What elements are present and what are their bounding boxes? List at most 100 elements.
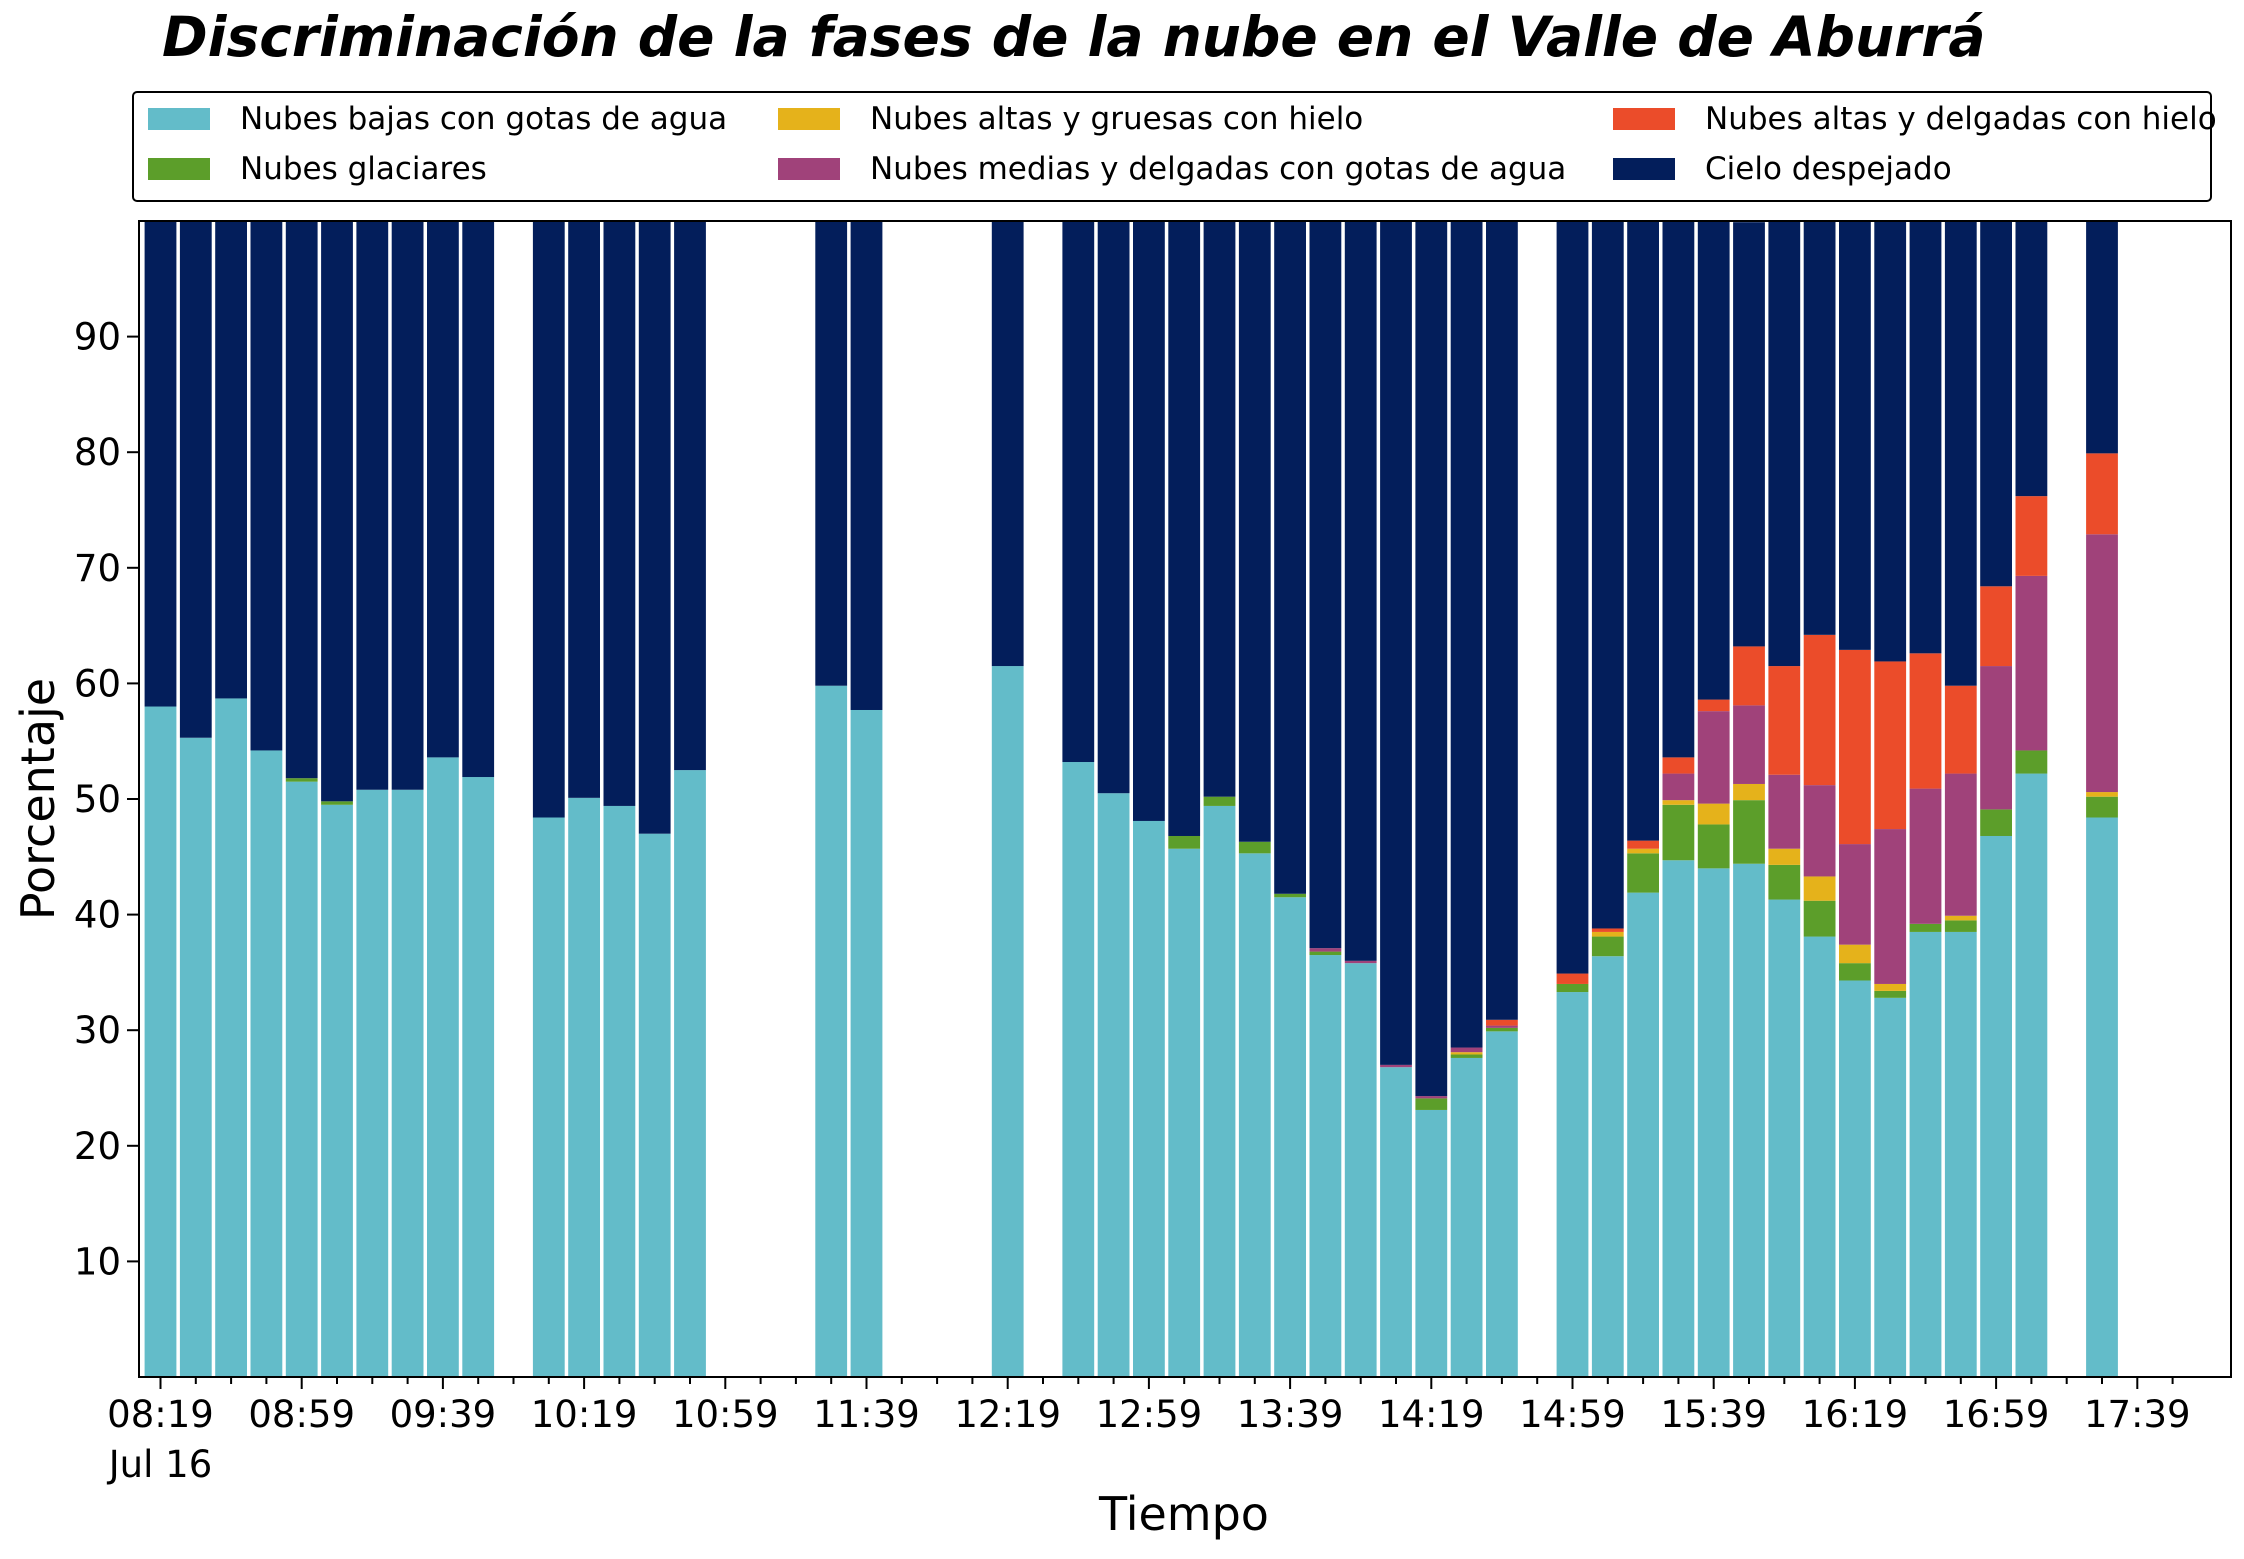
- bar-segment-15:59-series-1: [1768, 864, 1801, 900]
- bar-segment-17:09-series-4: [2015, 496, 2048, 576]
- bar-segment-14:29-series-1: [1450, 1054, 1483, 1058]
- x-tick-label: 17:39: [2084, 1393, 2191, 1436]
- bar-segment-14:39-series-5: [1486, 221, 1518, 1020]
- bar-segment-17:09-series-5: [2015, 221, 2048, 497]
- y-tick-label: 40: [74, 894, 121, 937]
- bar-segment-10:39-series-0: [638, 833, 671, 1377]
- bar-segment-14:59-series-4: [1556, 973, 1589, 984]
- bar-segment-16:49-series-1: [1944, 920, 1977, 932]
- bar-segment-08:29-series-5: [179, 221, 212, 738]
- bar-segment-09:29-series-0: [391, 789, 424, 1377]
- bar-segment-17:29-series-5: [2086, 221, 2118, 454]
- bar-segment-13:19-series-1: [1203, 796, 1236, 806]
- bar-segment-15:09-series-1: [1591, 936, 1624, 957]
- bar-segment-16:29-series-0: [1874, 997, 1907, 1377]
- y-tick-label: 60: [74, 662, 121, 705]
- bar-segment-16:19-series-5: [1839, 221, 1871, 650]
- legend-swatch: [778, 108, 840, 130]
- bar-segment-09:39-series-0: [427, 757, 459, 1377]
- bar-segment-09:19-series-0: [356, 789, 389, 1377]
- legend-label: Cielo despejado: [1705, 151, 1952, 187]
- bar-segment-15:29-series-1: [1662, 804, 1695, 861]
- bar-segment-15:19-series-4: [1627, 840, 1659, 849]
- bar-segment-13:49-series-3: [1309, 948, 1342, 952]
- bar-segment-15:59-series-3: [1768, 774, 1801, 849]
- bar-segment-14:09-series-5: [1380, 221, 1412, 1065]
- x-date-label: Jul 16: [107, 1443, 212, 1486]
- bar-segment-16:29-series-3: [1874, 829, 1907, 984]
- bar-segment-13:09-series-5: [1168, 221, 1201, 836]
- bar-segment-14:39-series-0: [1486, 1031, 1518, 1377]
- y-tick-label: 80: [74, 431, 121, 474]
- bar-segment-13:59-series-0: [1344, 963, 1377, 1377]
- bar-segment-08:59-series-1: [285, 778, 318, 782]
- bar-segment-14:29-series-5: [1450, 221, 1483, 1048]
- x-tick-label: 12:59: [1096, 1393, 1203, 1436]
- bar-segment-16:49-series-3: [1944, 773, 1977, 916]
- bar-segment-15:29-series-2: [1662, 800, 1695, 805]
- bar-segment-11:39-series-5: [850, 221, 883, 710]
- bar-segment-16:19-series-3: [1839, 844, 1871, 945]
- bar-segment-16:09-series-3: [1803, 785, 1836, 877]
- bar-segment-16:39-series-3: [1909, 788, 1942, 924]
- x-tick-label: 10:59: [672, 1393, 779, 1436]
- bar-segment-16:49-series-5: [1944, 221, 1977, 686]
- x-axis-label: Tiempo: [1098, 1487, 1269, 1541]
- bar-segment-14:09-series-3: [1380, 1064, 1412, 1068]
- bar-segment-13:59-series-3: [1344, 960, 1377, 964]
- bar-segment-16:59-series-1: [1980, 809, 2012, 836]
- legend: Nubes bajas con gotas de agua Nubes glaci…: [132, 91, 2217, 202]
- bar-segment-17:29-series-4: [2086, 453, 2118, 535]
- bar-segment-10:09-series-5: [532, 221, 565, 818]
- bar-segment-09:09-series-5: [321, 221, 353, 802]
- bar-segment-08:59-series-0: [285, 781, 318, 1377]
- bar-segment-16:39-series-1: [1909, 923, 1942, 932]
- legend-label: Nubes glaciares: [240, 151, 487, 187]
- y-tick-label: 50: [74, 778, 121, 821]
- bar-segment-15:59-series-5: [1768, 221, 1801, 667]
- y-tick-label: 30: [74, 1009, 121, 1052]
- bar-segment-13:29-series-1: [1238, 841, 1271, 854]
- bar-segment-15:49-series-1: [1733, 800, 1765, 864]
- bar-segment-10:29-series-0: [603, 805, 636, 1377]
- bar-segment-15:39-series-4: [1697, 699, 1730, 712]
- bar-segment-14:19-series-3: [1415, 1096, 1448, 1099]
- bar-segment-13:19-series-5: [1203, 221, 1236, 797]
- bar-segment-08:59-series-5: [285, 221, 318, 779]
- bar-segment-13:39-series-0: [1274, 897, 1306, 1377]
- bar-segment-13:09-series-0: [1168, 848, 1201, 1377]
- y-axis: 10 20 30 40 50 60 70 80 90: [74, 316, 139, 1283]
- bar-segment-12:59-series-5: [1133, 221, 1165, 821]
- bar-segment-14:19-series-5: [1415, 221, 1448, 1097]
- bar-segment-14:09-series-0: [1380, 1067, 1412, 1377]
- bar-segment-16:09-series-2: [1803, 876, 1836, 901]
- bar-segment-13:19-series-0: [1203, 805, 1236, 1377]
- legend-swatch: [778, 158, 840, 180]
- x-tick-label: 13:39: [1237, 1393, 1344, 1436]
- bar-segment-16:59-series-5: [1980, 221, 2012, 587]
- bar-segment-15:19-series-2: [1627, 848, 1659, 854]
- chart-title: Discriminación de la fases de la nube en…: [162, 5, 1986, 69]
- bar-segment-15:59-series-4: [1768, 666, 1801, 775]
- bar-segment-14:59-series-0: [1556, 992, 1589, 1377]
- bar-segment-12:49-series-5: [1097, 221, 1130, 794]
- bar-segment-09:49-series-0: [462, 777, 495, 1377]
- bar-segment-15:09-series-2: [1591, 931, 1624, 937]
- bar-segment-09:39-series-5: [427, 221, 459, 758]
- legend-frame: [132, 91, 2212, 202]
- bar-segment-15:49-series-2: [1733, 783, 1765, 801]
- bar-segment-11:29-series-5: [815, 221, 848, 686]
- bar-segment-09:09-series-1: [321, 801, 353, 805]
- x-tick-label: 11:39: [813, 1393, 920, 1436]
- bar-segment-10:49-series-0: [674, 770, 706, 1377]
- bar-segment-08:49-series-5: [250, 221, 283, 751]
- bar-segment-08:39-series-5: [215, 221, 247, 699]
- bar-segment-17:29-series-0: [2086, 817, 2118, 1377]
- bar-segment-14:19-series-0: [1415, 1109, 1448, 1377]
- bar-segment-15:19-series-1: [1627, 853, 1659, 893]
- bar-segment-10:09-series-0: [532, 817, 565, 1377]
- bar-segment-10:49-series-5: [674, 221, 706, 771]
- bar-segment-16:49-series-4: [1944, 685, 1977, 774]
- legend-label: Nubes bajas con gotas de agua: [240, 101, 727, 137]
